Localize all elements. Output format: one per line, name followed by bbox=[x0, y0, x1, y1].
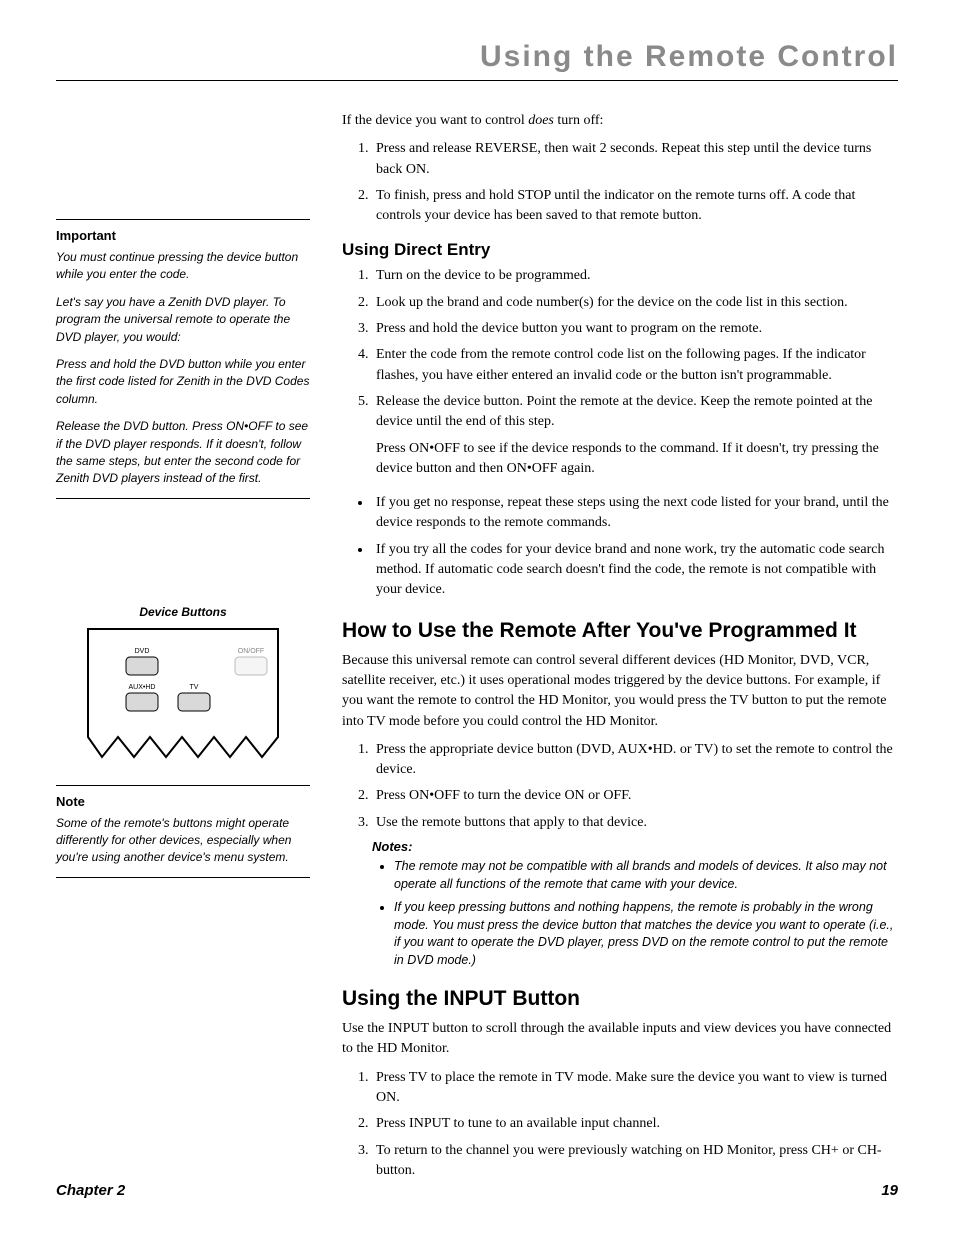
footer-page-number: 19 bbox=[881, 1182, 898, 1199]
onoff-label: ON/OFF bbox=[238, 648, 264, 655]
important-box: Important You must continue pressing the… bbox=[56, 219, 310, 499]
important-heading: Important bbox=[56, 228, 310, 243]
direct-bullet-1: If you get no response, repeat these ste… bbox=[372, 493, 898, 534]
auxhd-button-icon bbox=[126, 693, 158, 711]
howto-step-3: Use the remote buttons that apply to tha… bbox=[372, 813, 898, 833]
intro-steps: Press and release REVERSE, then wait 2 s… bbox=[342, 139, 898, 226]
note-heading: Note bbox=[56, 794, 310, 809]
sidebar: Important You must continue pressing the… bbox=[56, 111, 310, 1195]
intro-line: If the device you want to control does t… bbox=[342, 111, 898, 131]
tv-label: TV bbox=[190, 684, 199, 691]
direct-step-5: Release the device button. Point the rem… bbox=[372, 392, 898, 479]
footer-chapter: Chapter 2 bbox=[56, 1182, 125, 1199]
page-footer: Chapter 2 19 bbox=[56, 1182, 898, 1199]
important-p2: Let's say you have a Zenith DVD player. … bbox=[56, 294, 310, 346]
direct-bullet-2: If you try all the codes for your device… bbox=[372, 540, 898, 601]
dvd-label: DVD bbox=[135, 648, 150, 655]
howto-note-2: If you keep pressing buttons and nothing… bbox=[394, 899, 898, 969]
input-step-1: Press TV to place the remote in TV mode.… bbox=[372, 1068, 898, 1109]
input-para: Use the INPUT button to scroll through t… bbox=[342, 1019, 898, 1060]
important-p3: Press and hold the DVD button while you … bbox=[56, 356, 310, 408]
note-box: Note Some of the remote's buttons might … bbox=[56, 785, 310, 878]
intro-step-2: To finish, press and hold STOP until the… bbox=[372, 186, 898, 227]
input-step-2: Press INPUT to tune to an available inpu… bbox=[372, 1114, 898, 1134]
remote-icon: DVD ON/OFF AUX•HD TV bbox=[86, 627, 280, 767]
onoff-button-icon bbox=[235, 657, 267, 675]
howto-steps: Press the appropriate device button (DVD… bbox=[342, 740, 898, 833]
howto-step-1: Press the appropriate device button (DVD… bbox=[372, 740, 898, 781]
dvd-button-icon bbox=[126, 657, 158, 675]
main-content: If the device you want to control does t… bbox=[342, 111, 898, 1195]
important-p4: Release the DVD button. Press ON•OFF to … bbox=[56, 418, 310, 488]
note-text: Some of the remote's buttons might opera… bbox=[56, 815, 310, 867]
direct-entry-steps: Turn on the device to be programmed. Loo… bbox=[342, 266, 898, 479]
page-title: Using the Remote Control bbox=[56, 40, 898, 74]
auxhd-label: AUX•HD bbox=[129, 684, 156, 691]
direct-step-4: Enter the code from the remote control c… bbox=[372, 345, 898, 386]
input-steps: Press TV to place the remote in TV mode.… bbox=[342, 1068, 898, 1181]
direct-entry-heading: Using Direct Entry bbox=[342, 240, 898, 260]
direct-step-5b: Press ON•OFF to see if the device respon… bbox=[376, 439, 898, 480]
header-divider bbox=[56, 80, 898, 81]
howto-para: Because this universal remote can contro… bbox=[342, 651, 898, 732]
diagram-caption: Device Buttons bbox=[56, 605, 310, 619]
notes-heading: Notes: bbox=[372, 839, 898, 854]
input-heading: Using the INPUT Button bbox=[342, 987, 898, 1011]
howto-step-2: Press ON•OFF to turn the device ON or OF… bbox=[372, 786, 898, 806]
intro-step-1: Press and release REVERSE, then wait 2 s… bbox=[372, 139, 898, 180]
howto-notes: Notes: The remote may not be compatible … bbox=[372, 839, 898, 969]
remote-diagram: DVD ON/OFF AUX•HD TV bbox=[86, 627, 280, 767]
direct-step-2: Look up the brand and code number(s) for… bbox=[372, 293, 898, 313]
howto-note-1: The remote may not be compatible with al… bbox=[394, 858, 898, 893]
direct-step-3: Press and hold the device button you wan… bbox=[372, 319, 898, 339]
important-p1: You must continue pressing the device bu… bbox=[56, 249, 310, 284]
direct-entry-bullets: If you get no response, repeat these ste… bbox=[342, 493, 898, 600]
howto-heading: How to Use the Remote After You've Progr… bbox=[342, 619, 898, 643]
input-step-3: To return to the channel you were previo… bbox=[372, 1141, 898, 1182]
direct-step-1: Turn on the device to be programmed. bbox=[372, 266, 898, 286]
tv-button-icon bbox=[178, 693, 210, 711]
